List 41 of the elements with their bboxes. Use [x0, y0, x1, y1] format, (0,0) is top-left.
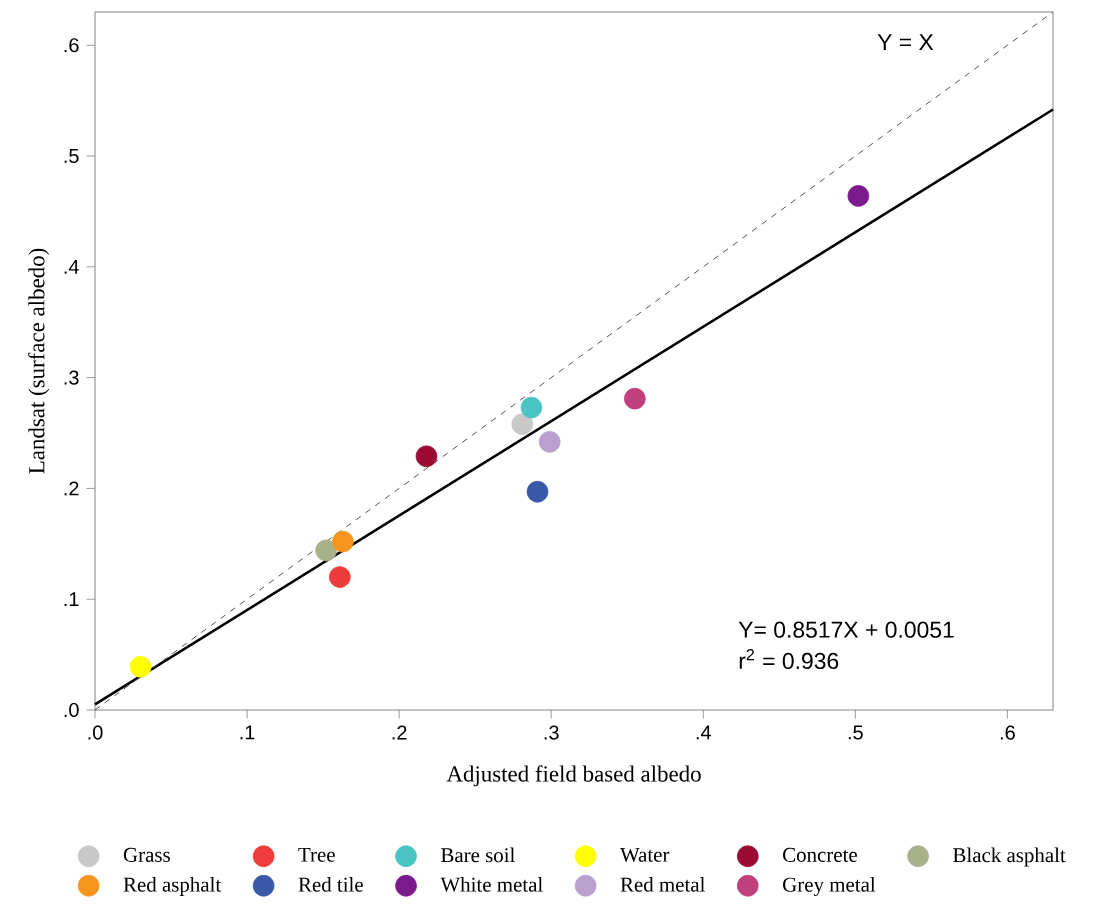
x-tick-label: .0 — [88, 725, 103, 740]
legend-label: Red tile — [298, 876, 363, 892]
legend-label: Red metal — [620, 876, 705, 892]
point — [315, 539, 337, 562]
point — [520, 396, 543, 419]
legend-label: Bare soil — [441, 847, 515, 863]
legend-label: Grass — [123, 847, 170, 862]
x-tick-label: .4 — [696, 725, 711, 740]
legend-label: Tree — [298, 847, 335, 862]
y-tick-label: .5 — [64, 149, 79, 163]
legend-label: Red asphalt — [123, 876, 222, 896]
point — [526, 480, 549, 503]
legend-label: Concrete — [783, 847, 857, 862]
y-tick-label: .3 — [64, 370, 79, 385]
point — [624, 387, 646, 410]
point — [538, 431, 561, 453]
y-tick-label: .4 — [64, 259, 79, 274]
legend-label: Black asphalt — [953, 847, 1066, 867]
y-tick-label: .1 — [64, 592, 79, 607]
legend-label: Grey metal — [783, 876, 876, 896]
x-tick-label: .2 — [392, 725, 407, 740]
point — [511, 413, 534, 435]
y-tick-label: .0 — [64, 702, 79, 718]
x-tick-label: .1 — [240, 725, 255, 740]
x-tick-label: .5 — [848, 725, 863, 740]
y-axis-title: Landsat (surface albedo) — [28, 248, 50, 474]
legend-label: Water — [620, 847, 670, 862]
x-tick-label: .6 — [1000, 725, 1015, 740]
x-axis-title: Adjusted field based albedo — [446, 765, 701, 787]
annotation: Y= 0.8517X + 0.0051 — [738, 621, 954, 638]
y-tick-label: .6 — [64, 38, 79, 53]
point — [129, 655, 152, 678]
annotation: r$^{2}$ = 0.936 — [739, 649, 839, 670]
point — [847, 185, 870, 207]
x-tick-label: .3 — [544, 725, 559, 740]
point — [415, 445, 438, 468]
legend-label: White metal — [440, 876, 543, 892]
annotation: Y = X — [877, 34, 934, 50]
y-tick-label: .2 — [64, 481, 79, 496]
point — [332, 530, 354, 553]
point — [329, 566, 351, 588]
